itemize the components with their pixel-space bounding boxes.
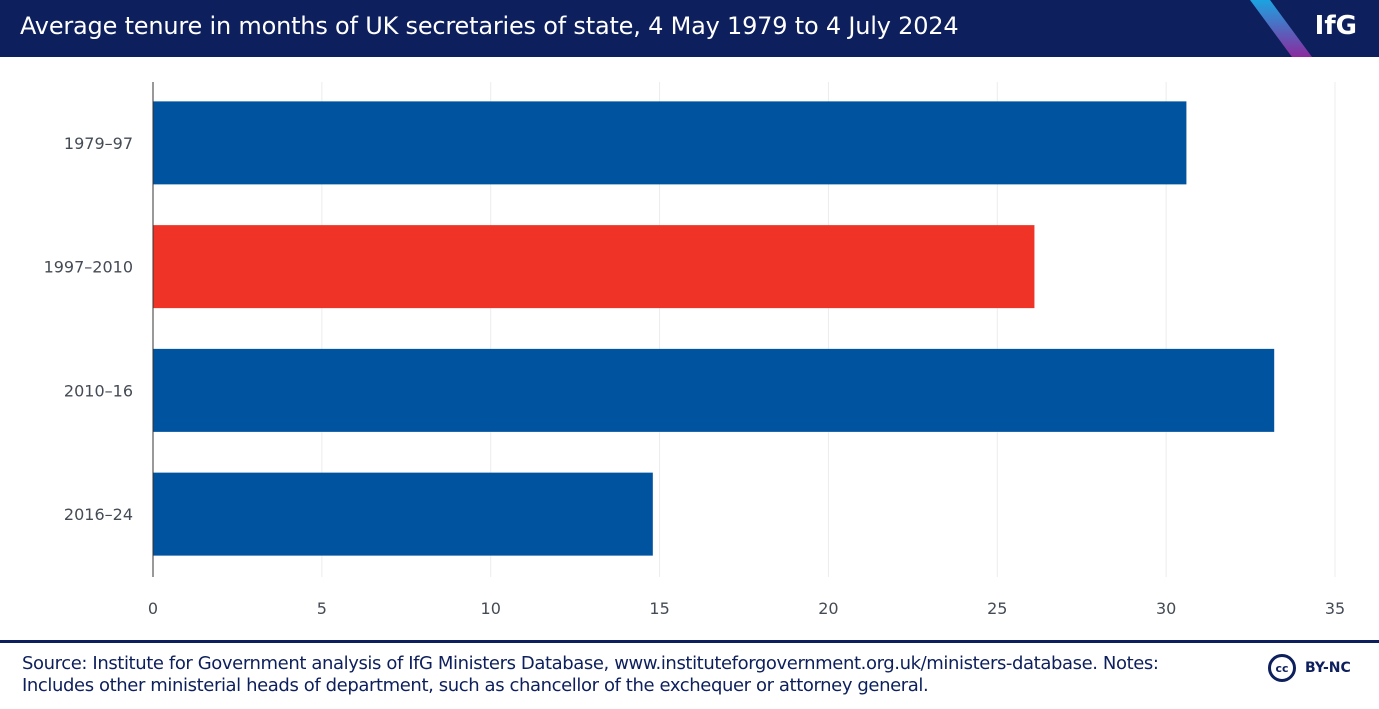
brand-stripe-icon [1250, 0, 1320, 57]
bar-chart: 0 5 10 15 20 25 30 35 1979–97 1997–2010 2010–16 201… [44, 82, 1345, 618]
x-tick-label: 20 [818, 599, 838, 618]
bar [153, 225, 1035, 309]
source-note: Source: Institute for Government analysi… [22, 653, 1159, 697]
source-line-1: Source: Institute for Government analysi… [22, 653, 1159, 674]
bar [153, 472, 653, 556]
x-tick-label: 10 [481, 599, 501, 618]
bar [153, 101, 1187, 185]
ifg-logo: IfG [1314, 11, 1357, 41]
x-tick-label: 25 [987, 599, 1007, 618]
y-tick-label: 2010–16 [64, 381, 133, 400]
source-line-2: Includes other ministerial heads of depa… [22, 675, 929, 696]
chart-title: Average tenure in months of UK secretari… [20, 12, 959, 40]
bar [153, 348, 1275, 432]
y-tick-label: 2016–24 [64, 505, 133, 524]
x-tick-label: 30 [1156, 599, 1176, 618]
y-tick-label: 1979–97 [64, 134, 133, 153]
x-tick-label: 5 [317, 599, 327, 618]
y-tick-label: 1997–2010 [44, 258, 133, 277]
license-label: BY-NC [1305, 660, 1351, 676]
x-tick-label: 35 [1325, 599, 1345, 618]
x-tick-label: 15 [649, 599, 669, 618]
footer-divider [0, 640, 1379, 643]
creative-commons-icon: cc [1268, 654, 1296, 682]
chart-header: Average tenure in months of UK secretari… [0, 0, 1379, 57]
x-tick-label: 0 [148, 599, 158, 618]
